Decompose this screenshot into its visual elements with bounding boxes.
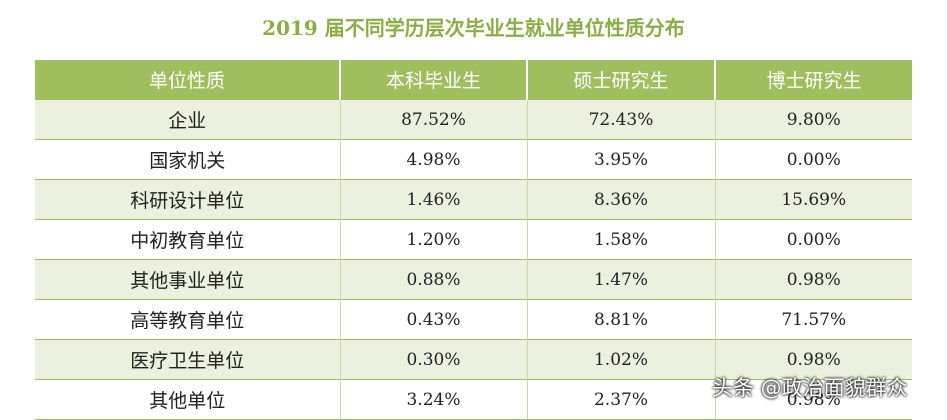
cell: 9.80% [714,99,912,140]
column-header: 本科毕业生 [339,60,527,100]
cell: 15.69% [714,179,912,220]
column-header: 单位性质 [35,60,340,100]
table-row: 科研设计单位 1.46% 8.36% 15.69% [35,179,912,220]
table-body: 企业 87.52% 72.43% 9.80% 国家机关 4.98% 3.95% 0.00% 科研… [35,99,912,420]
cell: 8.36% [526,179,715,220]
table-title: 2019 届不同学历层次毕业生就业单位性质分布 [262,16,685,40]
table-row: 中初教育单位 1.20% 1.58% 0.00% [35,219,912,260]
cell: 0.88% [339,259,527,300]
row-label: 企业 [35,99,340,140]
row-label: 医疗卫生单位 [35,339,340,380]
column-header: 硕士研究生 [526,60,715,100]
row-label: 国家机关 [35,139,340,180]
cell: 0.00% [714,219,912,260]
cell: 0.00% [714,139,912,180]
cell: 2.37% [526,379,715,420]
cell: 87.52% [339,99,527,140]
cell: 1.58% [526,219,715,260]
cell: 1.46% [339,179,527,220]
cell: 3.95% [526,139,715,180]
row-label: 高等教育单位 [35,299,340,340]
cell: 4.98% [339,139,527,180]
row-label: 科研设计单位 [35,179,340,220]
cell: 72.43% [526,99,715,140]
header-row: 单位性质 本科毕业生 硕士研究生 博士研究生 [35,60,912,100]
table-row: 其他事业单位 0.88% 1.47% 0.98% [35,259,912,300]
cell: 3.24% [339,379,527,420]
cell: 1.20% [339,219,527,260]
cell: 1.02% [526,339,715,380]
watermark: 头条 @政治面貌群众 [712,376,908,400]
row-label: 中初教育单位 [35,219,340,260]
cell: 0.98% [714,259,912,300]
row-label: 其他单位 [35,379,340,420]
row-label: 其他事业单位 [35,259,340,300]
table-row: 企业 87.52% 72.43% 9.80% [35,99,912,140]
cell: 0.30% [339,339,527,380]
cell: 71.57% [714,299,912,340]
column-header: 博士研究生 [714,60,912,100]
cell: 8.81% [526,299,715,340]
cell: 0.98% [714,339,912,380]
cell: 0.98% [714,379,912,420]
cell: 0.43% [339,299,527,340]
table-row: 高等教育单位 0.43% 8.81% 71.57% [35,299,912,340]
table-row: 其他单位 3.24% 2.37% 0.98% [35,379,912,420]
table-row: 医疗卫生单位 0.30% 1.02% 0.98% [35,339,912,380]
table-row: 国家机关 4.98% 3.95% 0.00% [35,139,912,180]
data-table: 单位性质 本科毕业生 硕士研究生 博士研究生 企业 87.52% 72.43% 9.80% 国… [35,60,912,420]
cell: 1.47% [526,259,715,300]
